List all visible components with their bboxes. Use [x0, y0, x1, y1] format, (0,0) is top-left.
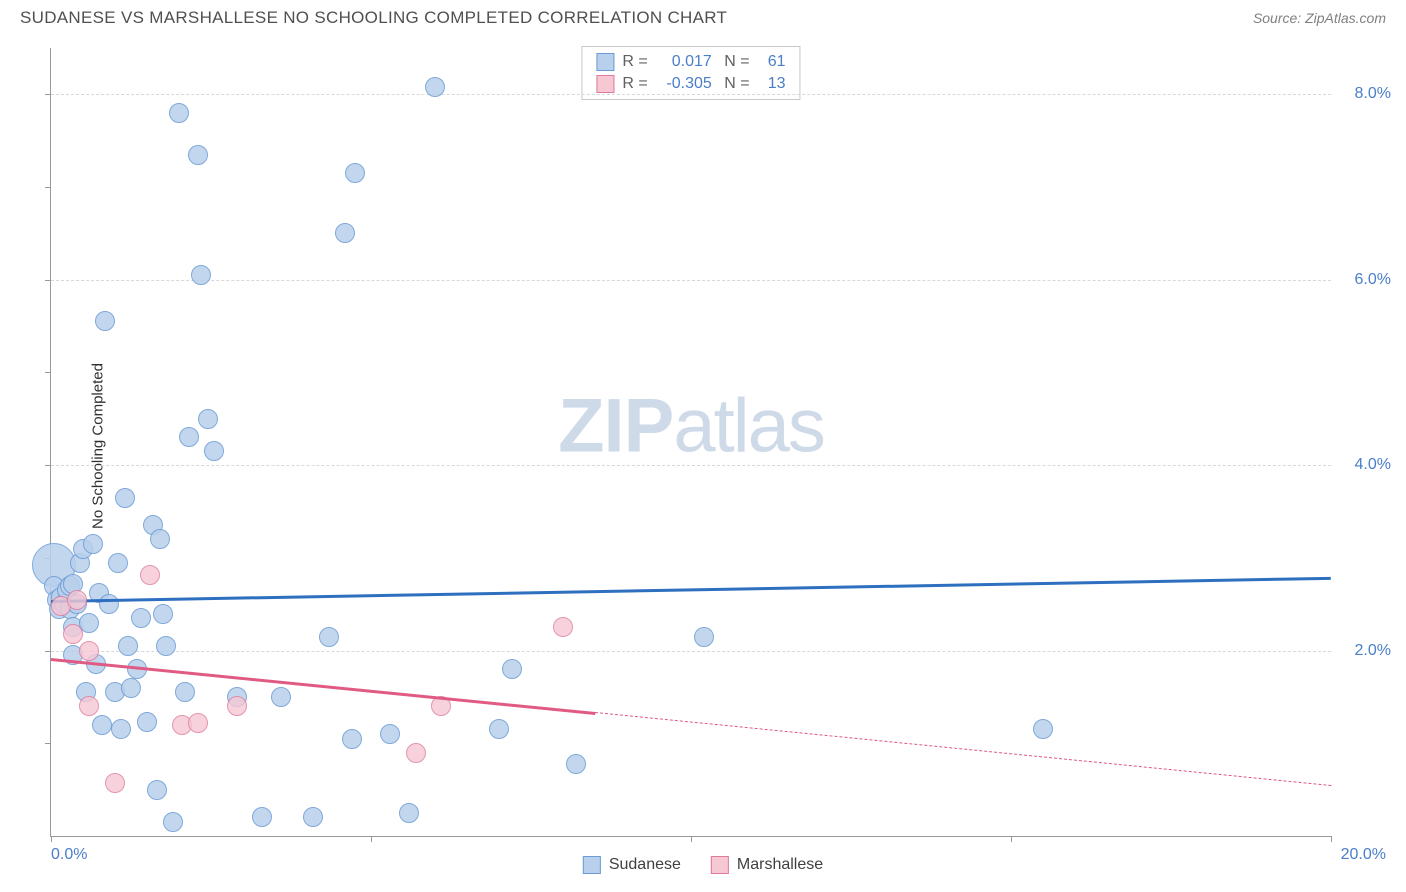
- data-point: [111, 719, 131, 739]
- data-point: [105, 773, 125, 793]
- gridline: [51, 651, 1331, 652]
- y-tick-mark: [45, 187, 51, 188]
- watermark-strong: ZIP: [558, 384, 673, 469]
- data-point: [95, 311, 115, 331]
- data-point: [227, 696, 247, 716]
- data-point: [153, 604, 173, 624]
- data-point: [553, 617, 573, 637]
- data-point: [99, 594, 119, 614]
- x-tick-label: 0.0%: [51, 846, 87, 864]
- y-tick-mark: [45, 651, 51, 652]
- data-point: [115, 488, 135, 508]
- data-point: [147, 780, 167, 800]
- data-point: [79, 641, 99, 661]
- y-tick-mark: [45, 280, 51, 281]
- data-point: [694, 627, 714, 647]
- y-tick-label: 2.0%: [1355, 642, 1391, 660]
- data-point: [303, 807, 323, 827]
- data-point: [335, 223, 355, 243]
- r-value-sudanese: 0.017: [656, 53, 712, 71]
- x-tick-label: 20.0%: [1341, 846, 1386, 864]
- n-value-marshallese: 13: [758, 75, 786, 93]
- data-point: [179, 427, 199, 447]
- y-tick-label: 6.0%: [1355, 271, 1391, 289]
- swatch-marshallese-icon: [596, 75, 614, 93]
- watermark-light: atlas: [673, 384, 824, 469]
- y-tick-mark: [45, 465, 51, 466]
- data-point: [175, 682, 195, 702]
- data-point: [406, 743, 426, 763]
- trend-line: [51, 576, 1331, 602]
- data-point: [63, 624, 83, 644]
- y-tick-mark: [45, 372, 51, 373]
- data-point: [67, 590, 87, 610]
- chart-source: Source: ZipAtlas.com: [1253, 10, 1386, 26]
- series-legend: Sudanese Marshallese: [583, 856, 823, 874]
- r-value-marshallese: -0.305: [656, 75, 712, 93]
- legend-label-marshallese: Marshallese: [737, 856, 823, 874]
- data-point: [121, 678, 141, 698]
- data-point: [108, 553, 128, 573]
- data-point: [566, 754, 586, 774]
- x-tick-mark: [1011, 836, 1012, 842]
- x-tick-mark: [51, 836, 52, 842]
- data-point: [489, 719, 509, 739]
- swatch-sudanese-icon: [583, 856, 601, 874]
- data-point: [380, 724, 400, 744]
- swatch-sudanese-icon: [596, 53, 614, 71]
- legend-item-sudanese: Sudanese: [583, 856, 681, 874]
- trend-line: [595, 712, 1331, 786]
- data-point: [188, 145, 208, 165]
- correlation-legend: R = 0.017 N = 61 R = -0.305 N = 13: [581, 46, 800, 100]
- gridline: [51, 465, 1331, 466]
- data-point: [188, 713, 208, 733]
- data-point: [271, 687, 291, 707]
- data-point: [92, 715, 112, 735]
- data-point: [345, 163, 365, 183]
- data-point: [425, 77, 445, 97]
- correlation-row-sudanese: R = 0.017 N = 61: [596, 51, 785, 73]
- chart-header: SUDANESE VS MARSHALLESE NO SCHOOLING COM…: [0, 0, 1406, 32]
- watermark: ZIPatlas: [558, 383, 824, 470]
- data-point: [156, 636, 176, 656]
- data-point: [204, 441, 224, 461]
- data-point: [137, 712, 157, 732]
- scatter-plot-area: ZIPatlas R = 0.017 N = 61 R = -0.305 N =…: [50, 48, 1331, 837]
- data-point: [342, 729, 362, 749]
- x-tick-mark: [691, 836, 692, 842]
- data-point: [163, 812, 183, 832]
- data-point: [79, 696, 99, 716]
- x-tick-mark: [1331, 836, 1332, 842]
- legend-label-sudanese: Sudanese: [609, 856, 681, 874]
- data-point: [399, 803, 419, 823]
- y-tick-mark: [45, 743, 51, 744]
- y-tick-label: 8.0%: [1355, 85, 1391, 103]
- data-point: [502, 659, 522, 679]
- correlation-row-marshallese: R = -0.305 N = 13: [596, 73, 785, 95]
- chart-title: SUDANESE VS MARSHALLESE NO SCHOOLING COM…: [20, 8, 727, 28]
- gridline: [51, 280, 1331, 281]
- gridline: [51, 94, 1331, 95]
- x-tick-mark: [371, 836, 372, 842]
- y-tick-mark: [45, 94, 51, 95]
- data-point: [1033, 719, 1053, 739]
- data-point: [131, 608, 151, 628]
- data-point: [169, 103, 189, 123]
- data-point: [198, 409, 218, 429]
- data-point: [252, 807, 272, 827]
- legend-item-marshallese: Marshallese: [711, 856, 823, 874]
- data-point: [140, 565, 160, 585]
- y-tick-label: 4.0%: [1355, 456, 1391, 474]
- data-point: [83, 534, 103, 554]
- data-point: [150, 529, 170, 549]
- data-point: [319, 627, 339, 647]
- swatch-marshallese-icon: [711, 856, 729, 874]
- data-point: [118, 636, 138, 656]
- n-value-sudanese: 61: [758, 53, 786, 71]
- data-point: [191, 265, 211, 285]
